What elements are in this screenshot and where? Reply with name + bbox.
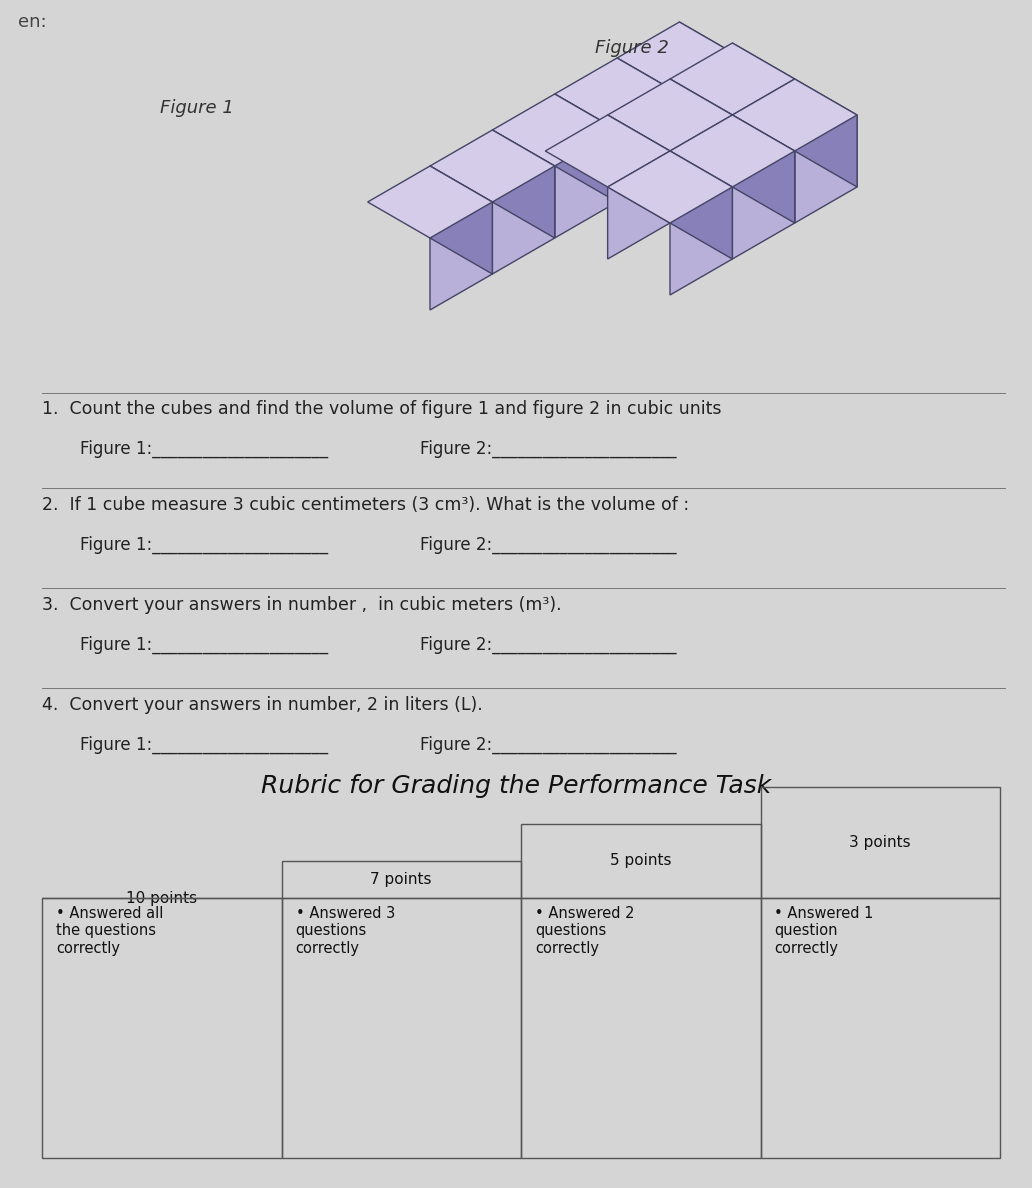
Polygon shape <box>733 115 795 223</box>
Text: Figure 2:______________________: Figure 2:______________________ <box>420 440 677 459</box>
Polygon shape <box>670 151 733 259</box>
Polygon shape <box>608 115 670 223</box>
Text: Figure 2:______________________: Figure 2:______________________ <box>420 636 677 655</box>
Text: Figure 2: Figure 2 <box>595 39 669 57</box>
Polygon shape <box>679 58 742 166</box>
Text: Figure 2:______________________: Figure 2:______________________ <box>420 536 677 555</box>
Text: 4.  Convert your answers in number, 2 in liters (L).: 4. Convert your answers in number, 2 in … <box>42 696 483 714</box>
Text: 3 points: 3 points <box>849 835 911 849</box>
Polygon shape <box>492 94 617 166</box>
Polygon shape <box>430 166 492 274</box>
Text: 5 points: 5 points <box>610 853 672 868</box>
Text: Figure 1:_____________________: Figure 1:_____________________ <box>80 536 328 555</box>
Bar <box>42 898 282 1158</box>
Bar <box>761 898 1000 1158</box>
Bar <box>761 786 1000 898</box>
Text: 10 points: 10 points <box>126 891 197 905</box>
Polygon shape <box>608 151 670 259</box>
Polygon shape <box>617 58 679 166</box>
Text: Figure 1:_____________________: Figure 1:_____________________ <box>80 737 328 754</box>
Text: • Answered 3
questions
correctly: • Answered 3 questions correctly <box>295 906 395 956</box>
Text: Figure 1:_____________________: Figure 1:_____________________ <box>80 636 328 655</box>
Polygon shape <box>555 94 617 202</box>
Text: 3.  Convert your answers in number ,  in cubic meters (m³).: 3. Convert your answers in number , in c… <box>42 596 561 614</box>
Polygon shape <box>492 166 555 274</box>
Polygon shape <box>545 115 670 187</box>
Polygon shape <box>670 43 795 115</box>
Text: 7 points: 7 points <box>370 872 432 887</box>
Polygon shape <box>555 58 679 129</box>
Polygon shape <box>617 94 679 202</box>
Polygon shape <box>733 43 795 151</box>
Text: 2.  If 1 cube measure 3 cubic centimeters (3 cm³). What is the volume of :: 2. If 1 cube measure 3 cubic centimeters… <box>42 497 689 514</box>
Text: Figure 1:_____________________: Figure 1:_____________________ <box>80 440 328 459</box>
Polygon shape <box>670 115 733 223</box>
Polygon shape <box>733 78 857 151</box>
Polygon shape <box>670 187 733 295</box>
Polygon shape <box>430 129 555 202</box>
Polygon shape <box>733 151 795 259</box>
Polygon shape <box>670 115 795 187</box>
Text: • Answered 2
questions
correctly: • Answered 2 questions correctly <box>535 906 635 956</box>
Text: 1.  Count the cubes and find the volume of figure 1 and figure 2 in cubic units: 1. Count the cubes and find the volume o… <box>42 400 721 418</box>
Bar <box>282 861 521 898</box>
Polygon shape <box>430 202 492 310</box>
Polygon shape <box>670 78 733 187</box>
Bar <box>282 898 521 1158</box>
Text: en:: en: <box>18 13 46 31</box>
Polygon shape <box>795 115 857 223</box>
Text: • Answered all
the questions
correctly: • Answered all the questions correctly <box>56 906 163 956</box>
Polygon shape <box>555 129 617 238</box>
Text: • Answered 1
question
correctly: • Answered 1 question correctly <box>774 906 874 956</box>
Polygon shape <box>608 151 733 223</box>
Bar <box>521 824 761 898</box>
Text: Rubric for Grading the Performance Task: Rubric for Grading the Performance Task <box>261 775 771 798</box>
Polygon shape <box>733 78 795 187</box>
Text: Figure 2:______________________: Figure 2:______________________ <box>420 737 677 754</box>
Polygon shape <box>617 23 742 94</box>
Polygon shape <box>367 166 492 238</box>
Text: Figure 1: Figure 1 <box>160 99 234 116</box>
Bar <box>521 898 761 1158</box>
Polygon shape <box>608 78 733 151</box>
Polygon shape <box>795 78 857 187</box>
Polygon shape <box>679 23 742 129</box>
Polygon shape <box>492 129 555 238</box>
